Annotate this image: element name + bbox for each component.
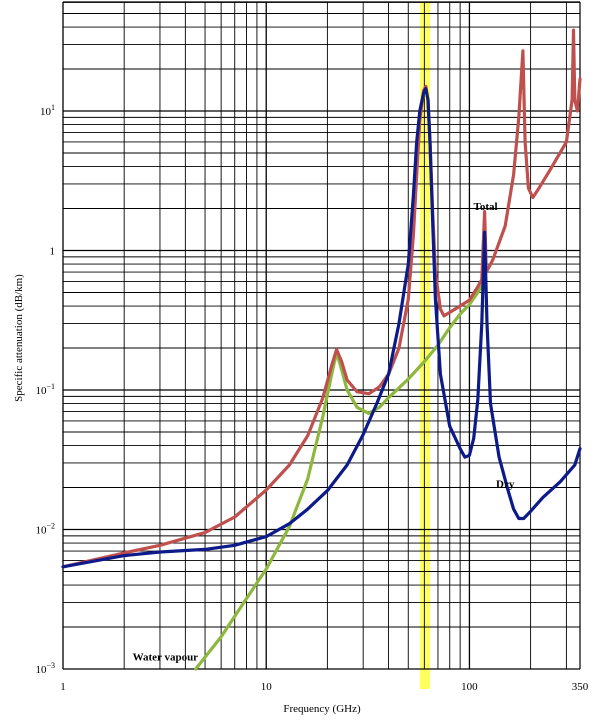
y-tick-label: 10−3: [35, 661, 55, 676]
curve-label-dry: Dry: [496, 479, 515, 491]
curve-label-total: Total: [474, 201, 498, 213]
highlight-band-layer: [419, 2, 431, 689]
highlight-band: [419, 2, 431, 689]
x-tick-label: 100: [461, 681, 478, 693]
y-tick-label: 101: [40, 103, 55, 118]
curve-label-water-vapour: Water vapour: [133, 652, 199, 664]
x-tick-label: 10: [261, 681, 273, 693]
x-tick-label: 350: [572, 681, 589, 693]
x-tick-label: 1: [60, 681, 66, 693]
y-tick-label: 10−1: [35, 382, 55, 397]
series-layer: [61, 28, 582, 671]
tick-label-layer: 1 10 100 350 10−3 10−2 10−1 1 101: [35, 103, 588, 693]
y-tick-label: 1: [50, 246, 56, 258]
label-layer: Total Dry Water vapour: [133, 201, 515, 663]
y-tick-label: 10−2: [35, 522, 55, 537]
y-axis-title: Specific attenuation (dB/km): [13, 274, 25, 402]
series-line-water-vapour: [194, 279, 487, 671]
x-axis-title: Frequency (GHz): [283, 703, 361, 715]
series-line-dry: [61, 86, 582, 569]
